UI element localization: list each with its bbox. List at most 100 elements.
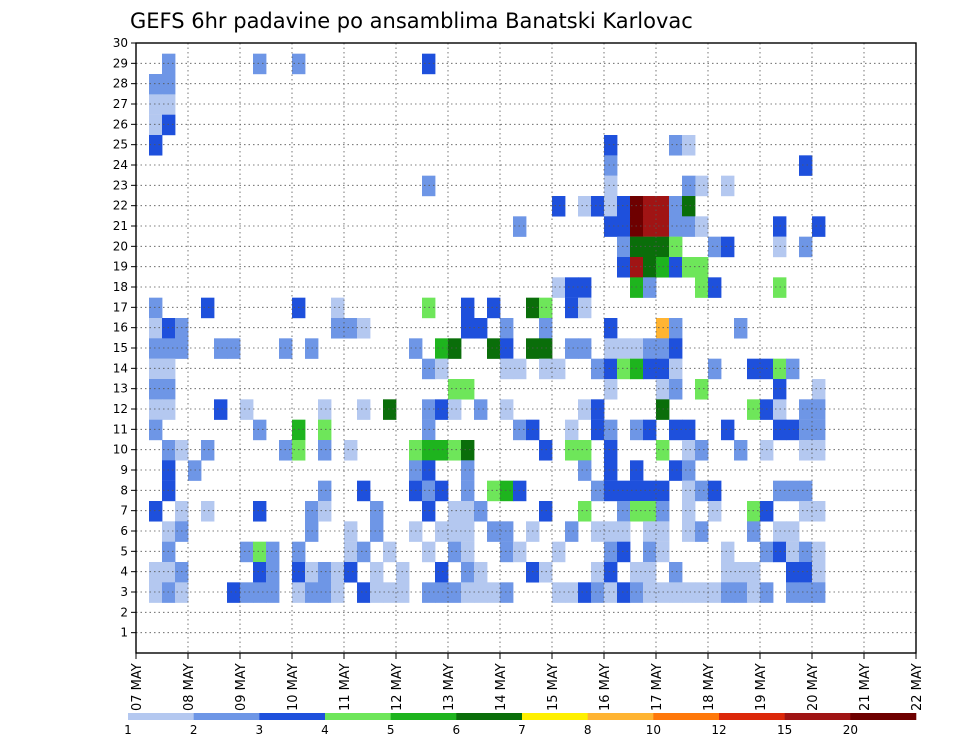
heatmap-cell (630, 277, 644, 298)
heatmap-cell (682, 419, 696, 441)
x-tick-label: 20 MAY (806, 663, 821, 711)
heatmap-cell (292, 297, 306, 319)
heatmap-cell (747, 521, 761, 542)
heatmap-cell (643, 277, 657, 298)
heatmap-cell (227, 338, 241, 359)
heatmap-cell (461, 318, 475, 339)
heatmap-cell (721, 562, 735, 583)
heatmap-cell (604, 216, 618, 237)
heatmap-cell (656, 399, 670, 420)
heatmap-cell (162, 338, 176, 359)
x-tick-label: 08 MAY (182, 663, 197, 711)
legend-label: 10 (646, 723, 661, 737)
heatmap-cell (591, 196, 605, 217)
heatmap-cell (201, 440, 215, 461)
heatmap-cell (513, 358, 527, 380)
y-tick-label: 10 (113, 443, 128, 457)
heatmap-cell (461, 541, 475, 563)
heatmap-cell (474, 399, 488, 420)
heatmap-cell (253, 562, 267, 583)
heatmap-cell (695, 582, 709, 603)
heatmap-cell (305, 582, 319, 603)
heatmap-cell (318, 501, 332, 522)
heatmap-cell (422, 358, 436, 380)
heatmap-cell (669, 236, 683, 258)
heatmap-cell (786, 358, 800, 380)
heatmap-cell (682, 460, 696, 481)
heatmap-cell (318, 399, 332, 420)
heatmap-cell (708, 501, 722, 522)
heatmap-cell (604, 155, 618, 176)
heatmap-cell (227, 582, 241, 603)
legend-label: 12 (711, 723, 726, 737)
heatmap-cell (526, 297, 540, 319)
heatmap-cell (578, 277, 592, 298)
heatmap-cell (617, 216, 631, 237)
heatmap-cell (461, 460, 475, 481)
x-tick-label: 16 MAY (598, 663, 613, 711)
heatmap-cell (656, 338, 670, 359)
heatmap-cell (162, 94, 176, 115)
heatmap-cell (422, 460, 436, 481)
heatmap-cell (669, 460, 683, 481)
heatmap-cell (422, 399, 436, 420)
heatmap-cell (630, 480, 644, 502)
heatmap-cell (682, 135, 696, 156)
y-tick-label: 12 (113, 402, 128, 416)
heatmap-cell (695, 440, 709, 461)
heatmap-cell (591, 399, 605, 420)
heatmap-cell (630, 419, 644, 441)
heatmap-cell (539, 358, 553, 380)
legend-swatch (390, 713, 457, 720)
heatmap-cell (604, 582, 618, 603)
heatmap-cell (318, 419, 332, 441)
heatmap-cell (643, 480, 657, 502)
heatmap-cell (448, 440, 462, 461)
heatmap-cell (370, 562, 384, 583)
heatmap-cell (643, 501, 657, 522)
y-tick-label: 4 (120, 565, 128, 579)
heatmap-cell (565, 338, 579, 359)
heatmap-cell (669, 318, 683, 339)
heatmap-cell (604, 419, 618, 441)
heatmap-cell (656, 541, 670, 563)
x-tick-label: 07 MAY (130, 663, 145, 711)
heatmap-cell (591, 419, 605, 441)
color-legend: 1 2 3 4 5 6 7 8 10 12 15 20 (124, 713, 917, 737)
y-tick-label: 25 (113, 138, 128, 152)
heatmap-cell (630, 257, 644, 278)
heatmap-cell (799, 440, 813, 461)
heatmap-cell (708, 236, 722, 258)
heatmap-cell (812, 541, 826, 563)
heatmap-cell (500, 521, 514, 542)
heatmap-cell (682, 196, 696, 217)
heatmap-cell (175, 582, 189, 603)
heatmap-cell (149, 74, 163, 95)
heatmap-cell (669, 257, 683, 278)
legend-swatch (128, 713, 194, 720)
legend-swatch (456, 713, 523, 720)
heatmap-cell (643, 541, 657, 563)
heatmap-cell (292, 419, 306, 441)
heatmap-cell (370, 501, 384, 522)
heatmap-cell (461, 379, 475, 400)
heatmap-cell (461, 440, 475, 461)
heatmap-cell (656, 480, 670, 502)
heatmap-cell (175, 501, 189, 522)
heatmap-cell (461, 480, 475, 502)
heatmap-cell (669, 358, 683, 380)
legend-label: 8 (584, 723, 592, 737)
heatmap-cell (682, 501, 696, 522)
heatmap-cell (799, 501, 813, 522)
heatmap-cell (539, 440, 553, 461)
heatmap-cell (604, 460, 618, 481)
heatmap-cell (565, 297, 579, 319)
heatmap-cell (630, 501, 644, 522)
heatmap-cell (149, 501, 163, 522)
legend-swatch (784, 713, 851, 720)
heatmap-cell (773, 277, 787, 298)
heatmap-cell (474, 318, 488, 339)
legend-swatch (522, 713, 588, 720)
heatmap-cell (500, 399, 514, 420)
heatmap-cell (656, 521, 670, 542)
